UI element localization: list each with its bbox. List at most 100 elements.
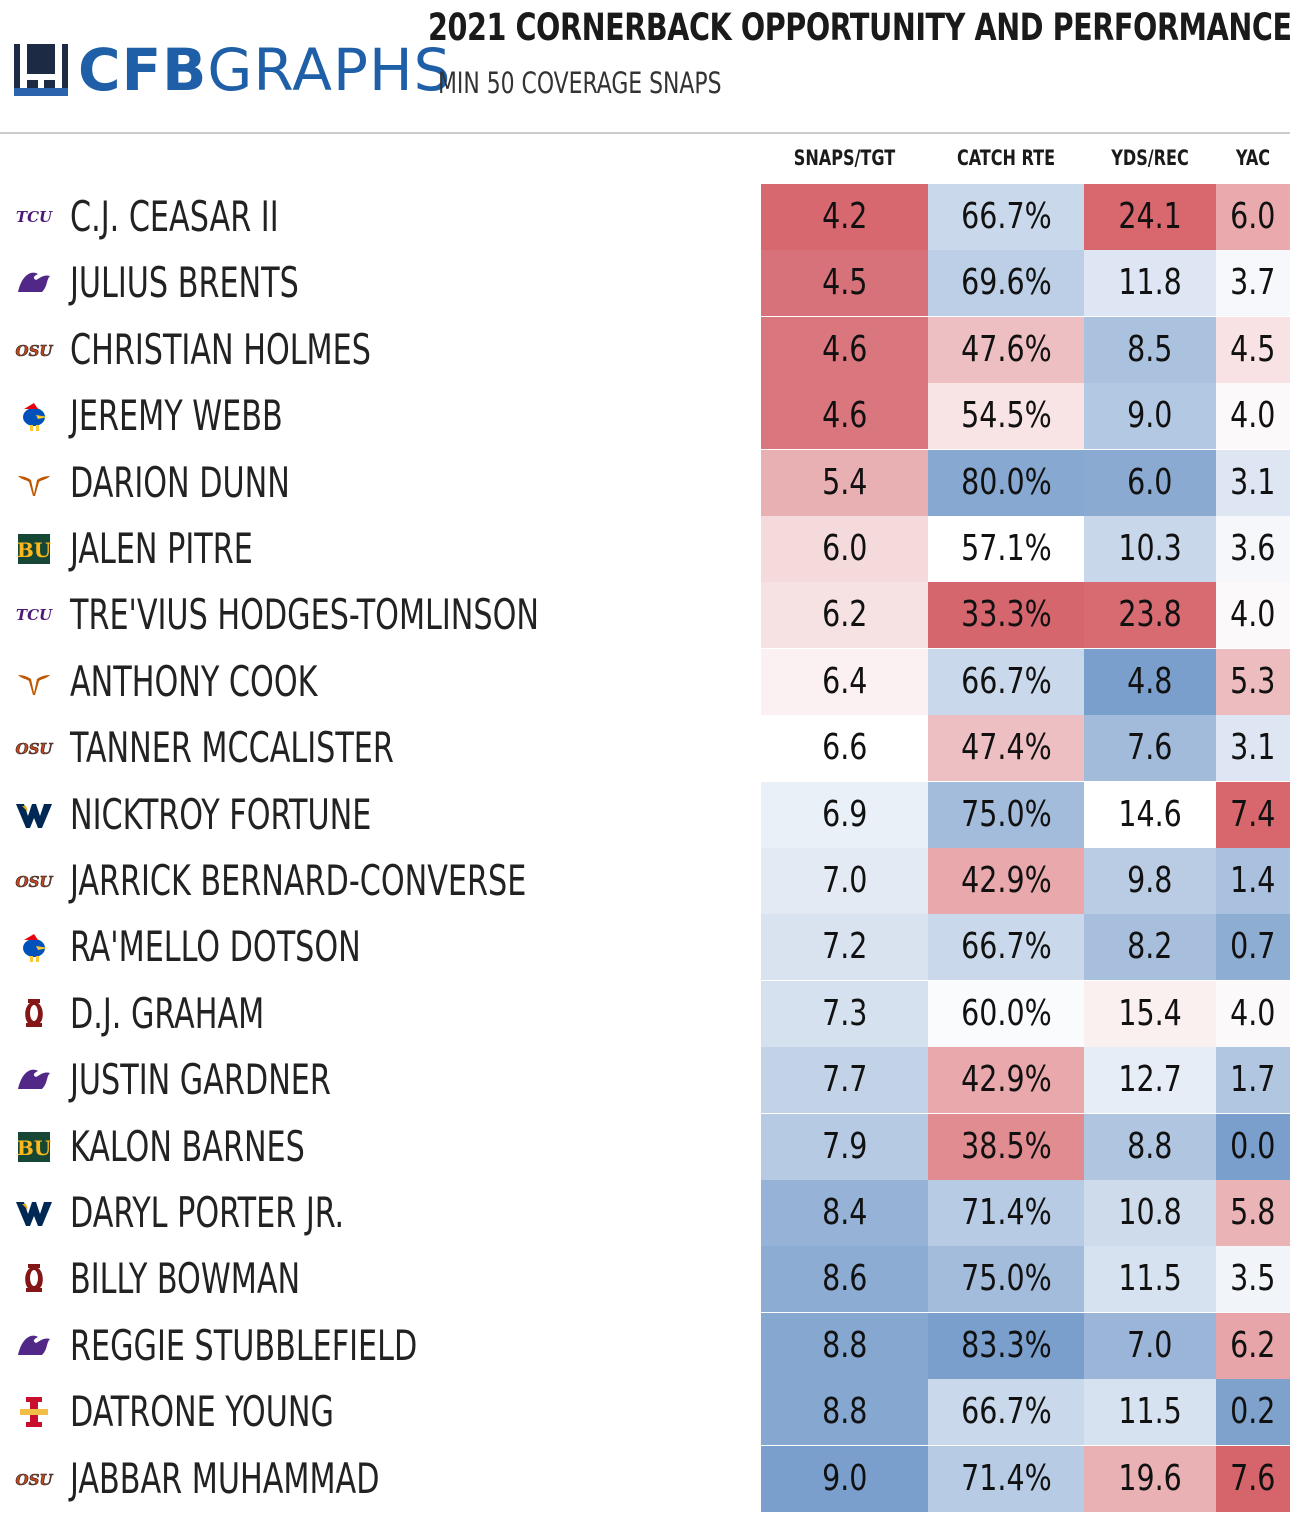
brand-bold: CFB <box>78 36 208 104</box>
baylor-logo-icon: BU <box>17 534 51 564</box>
cell-yards-after-catch: 3.5 <box>1216 1246 1290 1313</box>
brand-light: GRAPHS <box>207 36 452 104</box>
player-name: TRE'VIUS HODGES-TOMLINSON <box>70 590 539 640</box>
cell-catch-rate: 66.7% <box>928 184 1084 250</box>
player-name: JULIUS BRENTS <box>70 258 299 308</box>
cell-snaps-per-target: 8.4 <box>761 1180 928 1246</box>
cell-catch-rate: 75.0% <box>928 1246 1084 1313</box>
cell-snaps-per-target: 6.9 <box>761 781 928 848</box>
player-name: JUSTIN GARDNER <box>70 1055 331 1105</box>
table-row: D.J. GRAHAM 7.3 60.0% 15.4 4.0 <box>0 980 1296 1047</box>
isu-logo-icon <box>20 1397 48 1428</box>
cell-catch-rate: 71.4% <box>928 1445 1084 1512</box>
player-name: JEREMY WEBB <box>70 391 283 441</box>
table-row: BILLY BOWMAN 8.6 75.0% 11.5 3.5 <box>0 1246 1296 1313</box>
cell-snaps-per-target: 7.2 <box>761 914 928 981</box>
cell-snaps-per-target: 6.0 <box>761 516 928 582</box>
cell-yards-after-catch: 3.1 <box>1216 449 1290 516</box>
cell-snaps-per-target: 6.4 <box>761 648 928 715</box>
cell-snaps-per-target: 7.7 <box>761 1047 928 1114</box>
cell-yards-after-catch: 5.3 <box>1216 648 1290 715</box>
table-row: TCU TRE'VIUS HODGES-TOMLINSON 6.2 33.3% 23.8… <box>0 582 1296 649</box>
kansas-logo-icon <box>23 934 48 963</box>
cell-snaps-per-target: 5.4 <box>761 449 928 516</box>
cell-yards-after-catch: 0.2 <box>1216 1379 1290 1446</box>
cell-catch-rate: 66.7% <box>928 914 1084 981</box>
cell-yards-per-reception: 6.0 <box>1084 449 1216 516</box>
player-name: RA'MELLO DOTSON <box>70 922 361 972</box>
wvu-logo-icon <box>16 1202 52 1226</box>
table-row: OSU TANNER MCCALISTER 6.6 47.4% 7.6 3.1 <box>0 715 1296 782</box>
column-header-snaps-per-target: SNAPS/TGT <box>793 146 896 170</box>
cell-yards-per-reception: 9.8 <box>1084 848 1216 914</box>
player-name: KALON BARNES <box>70 1121 305 1171</box>
svg-text:TCU: TCU <box>16 606 53 624</box>
cell-yards-per-reception: 9.0 <box>1084 383 1216 450</box>
cell-catch-rate: 47.4% <box>928 715 1084 782</box>
okstate-logo-icon: OSU <box>15 341 53 360</box>
cell-yards-after-catch: 1.7 <box>1216 1047 1290 1114</box>
cell-snaps-per-target: 7.3 <box>761 980 928 1047</box>
cell-yards-per-reception: 19.6 <box>1084 1445 1216 1512</box>
cell-yards-after-catch: 5.8 <box>1216 1180 1290 1246</box>
player-name: DARYL PORTER JR. <box>70 1188 345 1237</box>
cell-yards-after-catch: 4.0 <box>1216 582 1290 649</box>
texas-logo-icon <box>18 475 50 496</box>
texas-logo-icon <box>18 674 50 695</box>
cell-snaps-per-target: 8.6 <box>761 1246 928 1313</box>
player-name: BILLY BOWMAN <box>70 1254 301 1304</box>
tcu-logo-icon: TCU <box>16 208 53 226</box>
cell-yards-after-catch: 6.2 <box>1216 1312 1290 1379</box>
table-row: ANTHONY COOK 6.4 66.7% 4.8 5.3 <box>0 648 1296 715</box>
kstate-logo-icon <box>18 272 50 293</box>
cell-snaps-per-target: 6.6 <box>761 715 928 782</box>
cell-catch-rate: 80.0% <box>928 449 1084 516</box>
cell-yards-per-reception: 8.5 <box>1084 316 1216 383</box>
cell-yards-after-catch: 6.0 <box>1216 184 1290 250</box>
okstate-logo-icon: OSU <box>15 873 54 892</box>
cell-snaps-per-target: 4.6 <box>761 383 928 450</box>
player-name: C.J. CEASAR II <box>70 192 279 241</box>
cell-yards-after-catch: 7.6 <box>1216 1445 1290 1512</box>
cell-catch-rate: 47.6% <box>928 316 1084 383</box>
okstate-logo-icon: OSU <box>15 1470 54 1489</box>
table-row: DARION DUNN 5.4 80.0% 6.0 3.1 <box>0 449 1296 516</box>
cell-yards-after-catch: 4.0 <box>1216 980 1290 1047</box>
cell-yards-per-reception: 8.2 <box>1084 914 1216 981</box>
player-name: JABBAR MUHAMMAD <box>70 1453 380 1503</box>
svg-text:OSU: OSU <box>16 873 54 891</box>
cell-catch-rate: 38.5% <box>928 1113 1084 1180</box>
cfbgraphs-logo-icon <box>14 44 68 96</box>
cell-yards-per-reception: 7.6 <box>1084 715 1216 782</box>
cell-catch-rate: 54.5% <box>928 383 1084 450</box>
svg-text:BU: BU <box>17 1136 51 1160</box>
cell-yards-per-reception: 15.4 <box>1084 980 1216 1047</box>
table-row: OSU CHRISTIAN HOLMES 4.6 47.6% 8.5 4.5 <box>0 316 1296 383</box>
player-name: DARION DUNN <box>70 457 290 507</box>
player-name: REGGIE STUBBLEFIELD <box>70 1320 418 1370</box>
cell-yards-per-reception: 12.7 <box>1084 1047 1216 1114</box>
cell-yards-after-catch: 0.7 <box>1216 914 1290 981</box>
player-name: DATRONE YOUNG <box>70 1387 334 1437</box>
cell-yards-after-catch: 4.0 <box>1216 383 1290 450</box>
cell-catch-rate: 33.3% <box>928 582 1084 649</box>
table-row: DATRONE YOUNG 8.8 66.7% 11.5 0.2 <box>0 1379 1296 1446</box>
cell-snaps-per-target: 8.8 <box>761 1379 928 1446</box>
svg-text:OSU: OSU <box>16 1471 54 1489</box>
baylor-logo-icon: BU <box>17 1131 51 1162</box>
table-row: NICKTROY FORTUNE 6.9 75.0% 14.6 7.4 <box>0 781 1296 848</box>
cell-yards-per-reception: 14.6 <box>1084 781 1216 848</box>
cell-catch-rate: 83.3% <box>928 1312 1084 1379</box>
cell-yards-per-reception: 7.0 <box>1084 1312 1216 1379</box>
player-name: ANTHONY COOK <box>70 656 318 706</box>
table-row: DARYL PORTER JR. 8.4 71.4% 10.8 5.8 <box>0 1180 1296 1246</box>
cell-catch-rate: 71.4% <box>928 1180 1084 1246</box>
table-row: OSU JARRICK BERNARD-CONVERSE 7.0 42.9% 9.8 1.… <box>0 848 1296 914</box>
player-name: JALEN PITRE <box>70 524 253 573</box>
cell-catch-rate: 66.7% <box>928 1379 1084 1446</box>
cell-snaps-per-target: 4.6 <box>761 316 928 383</box>
svg-text:OSU: OSU <box>16 740 54 758</box>
cell-yards-after-catch: 3.6 <box>1216 516 1290 582</box>
column-header-yards-per-reception: YDS/REC <box>1111 146 1189 170</box>
header-divider <box>0 132 1290 134</box>
